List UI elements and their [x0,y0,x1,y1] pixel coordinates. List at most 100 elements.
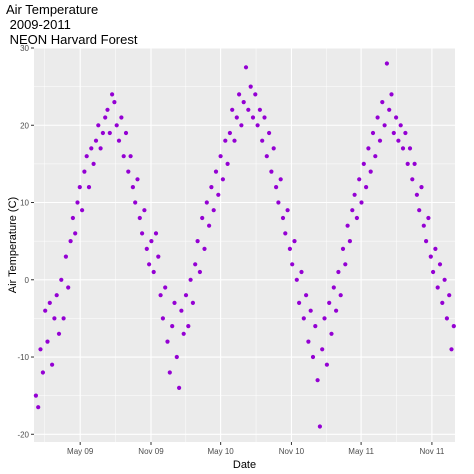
data-point [160,316,165,321]
data-point [299,269,304,275]
data-point [398,123,403,128]
data-point [304,293,309,298]
data-point [403,130,408,136]
data-point [394,115,399,120]
chart-title: Air Temperature 2009-2011 NEON Harvard F… [6,2,137,47]
data-point [36,405,41,410]
data-point [107,130,112,136]
minor-gridlines [34,48,455,442]
data-point [234,115,239,120]
data-point [103,115,108,120]
data-point [204,200,209,205]
data-point [347,239,352,244]
data-point [389,92,394,97]
data-point [170,324,175,329]
data-point [435,285,440,290]
data-point [209,185,214,190]
data-point [428,254,433,259]
data-point [33,393,39,398]
data-point [232,138,237,143]
data-point [213,169,219,174]
title-line-3: NEON Harvard Forest [6,32,138,47]
data-point [216,192,221,197]
data-point [447,293,452,298]
data-point [264,154,269,159]
data-point [140,231,145,236]
data-point [190,300,195,305]
major-gridlines [34,47,455,442]
data-point [211,208,216,213]
data-point [283,231,288,236]
data-point [285,208,290,213]
data-point [80,208,85,213]
data-point [419,185,424,190]
data-point [271,146,276,151]
data-point [40,370,46,375]
y-tick-label: 20 [20,121,29,130]
data-point [75,200,80,205]
data-point [158,293,163,298]
data-point [417,208,422,213]
data-point [100,130,105,136]
data-point [278,177,283,182]
y-axis: -20 -10 0 10 20 30 [17,44,34,439]
data-point [297,300,302,305]
data-point [225,161,230,166]
data-point [375,115,380,120]
data-point [142,208,147,213]
title-line-1: Air Temperature [6,2,99,17]
data-point [246,107,251,112]
data-point [377,138,383,143]
data-point [287,246,292,251]
data-point [82,169,87,174]
data-point [426,215,431,221]
data-point [320,347,325,352]
data-point [66,285,71,290]
data-point [116,138,122,143]
data-point [54,293,59,298]
x-tick-label: May 09 [67,447,94,456]
y-tick-label: -10 [17,353,29,362]
data-point [414,192,419,197]
data-point [329,331,334,336]
data-point [257,107,262,112]
data-point [280,215,286,221]
data-point [276,200,281,205]
data-point [68,239,73,244]
data-point [361,161,366,166]
data-point [130,185,135,190]
data-point [421,223,426,228]
data-point [338,293,343,298]
data-point [324,362,329,367]
data-point [172,300,177,305]
data-point [431,269,436,275]
data-point [315,378,320,383]
data-point [396,138,401,143]
x-axis-title: Date [233,459,256,471]
data-point [373,154,378,159]
data-point [310,354,316,360]
data-point [451,324,456,329]
data-point [91,161,96,166]
x-tick-label: May 11 [348,447,374,456]
data-point [73,231,78,236]
data-point [223,138,228,143]
data-point [357,177,362,182]
data-point [121,154,126,159]
data-point [380,100,385,105]
data-point [114,123,119,128]
data-point [93,138,99,143]
data-point [382,123,387,128]
x-tick-label: Nov 10 [279,447,305,456]
data-point [424,239,429,244]
data-point [433,246,438,251]
data-point [239,123,244,128]
data-point [331,285,336,290]
data-point [174,354,179,360]
data-point [336,269,341,275]
data-point [243,65,249,70]
data-point [110,92,115,97]
y-tick-label: 10 [20,199,29,208]
x-tick-label: Nov 11 [420,447,445,456]
